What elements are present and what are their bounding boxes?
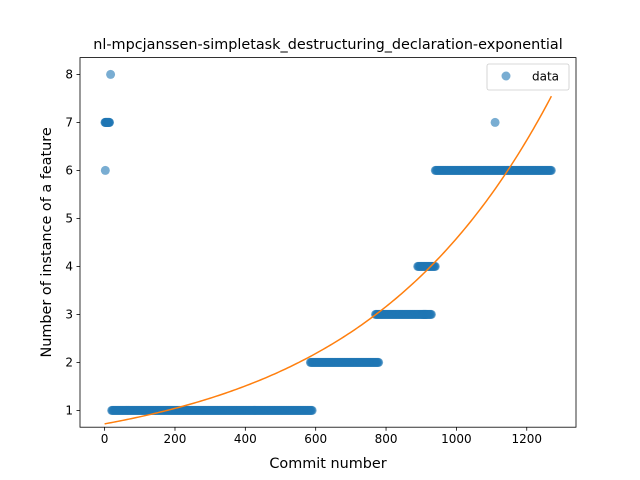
- y-tick-label: 4: [65, 260, 73, 274]
- x-tick-label: 600: [304, 432, 327, 446]
- legend-label-data: data: [532, 70, 559, 84]
- data-point: [490, 117, 500, 127]
- x-tick-label: 800: [375, 432, 398, 446]
- y-tick-label: 1: [65, 404, 73, 418]
- x-tick-label: 1200: [511, 432, 542, 446]
- y-tick-label: 8: [65, 68, 73, 82]
- y-tick-label: 6: [65, 164, 73, 178]
- x-tick-label: 400: [234, 432, 257, 446]
- x-tick-label: 200: [164, 432, 187, 446]
- chart-title: nl-mpcjanssen-simpletask_destructuring_d…: [93, 37, 563, 53]
- legend-box: [486, 63, 570, 91]
- x-axis-label: Commit number: [269, 456, 386, 472]
- legend: data: [486, 63, 570, 91]
- y-axis: 1 2 3 4 5 6 7 8: [65, 68, 80, 418]
- data-point: [426, 309, 436, 319]
- data-point: [546, 165, 556, 175]
- data-point: [374, 357, 384, 367]
- y-tick-label: 7: [65, 116, 73, 130]
- legend-marker-data: [501, 71, 511, 81]
- y-axis-label: Number of instance of a feature: [39, 127, 55, 357]
- data-point: [100, 165, 110, 175]
- y-tick-label: 5: [65, 212, 73, 226]
- data-point: [105, 117, 115, 127]
- plot-frame: [79, 57, 577, 428]
- data-point: [106, 69, 116, 79]
- data-point: [430, 261, 440, 271]
- x-tick-label: 1000: [441, 432, 472, 446]
- y-tick-label: 3: [65, 308, 73, 322]
- data-point: [307, 405, 317, 415]
- fit-curve: [104, 95, 553, 425]
- x-axis: 0 200 400 600 800 1000 1200: [101, 427, 542, 446]
- x-tick-label: 0: [101, 432, 109, 446]
- plot-area: [100, 69, 556, 425]
- y-tick-label: 2: [65, 356, 73, 370]
